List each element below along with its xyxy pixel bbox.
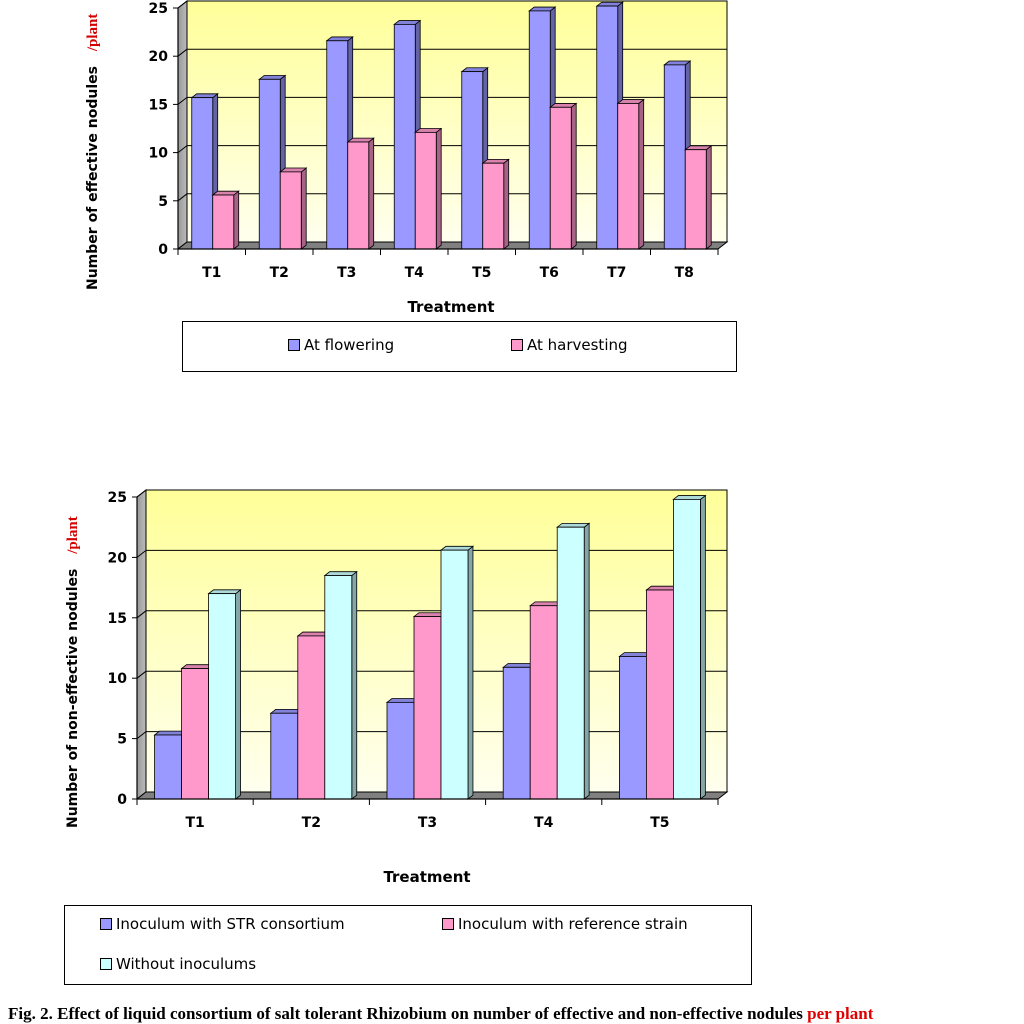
x-tick-label: T8: [675, 265, 694, 281]
figure-caption: Fig. 2. Effect of liquid consortium of s…: [8, 1004, 873, 1024]
bar: [323, 570, 358, 800]
legend-swatch-reference: [442, 917, 454, 930]
chart2-y-axis-label-unit: /plant: [65, 516, 81, 555]
bar: [414, 127, 443, 250]
side-wall: [177, 0, 188, 251]
legend-label-without: Without inoculums: [116, 955, 257, 973]
gridline-side: [136, 550, 147, 558]
x-tick-label: T1: [185, 815, 204, 831]
chart2-x-axis-label: Treatment: [383, 868, 470, 886]
chart1-y-axis-label-unit: /plant: [85, 14, 101, 53]
bar: [556, 522, 591, 800]
gridline-side: [136, 610, 147, 619]
gridline-side: [177, 145, 188, 153]
x-tick-label: T1: [202, 265, 221, 281]
y-tick-label: 15: [108, 611, 127, 627]
x-tick-label: T3: [337, 265, 356, 281]
y-tick-label: 0: [117, 792, 127, 808]
x-tick-label: T3: [418, 815, 437, 831]
legend-label-harvesting: At harvesting: [527, 336, 628, 354]
bar: [153, 730, 188, 800]
figure-caption-tail: per plant: [807, 1004, 874, 1023]
bar: [211, 190, 240, 250]
chart1-x-axis-label: Treatment: [407, 298, 494, 316]
x-tick-label: T6: [540, 265, 559, 281]
bar: [481, 158, 510, 250]
bar: [616, 98, 645, 250]
y-tick-label: 10: [149, 146, 169, 162]
legend-label-flowering: At flowering: [304, 336, 395, 354]
chart2-axes: 0 5 10 15 20 25 T1 T2 T3 T4 T5: [108, 490, 719, 831]
chart2-legend-item-reference: Inoculum with reference strain: [442, 915, 688, 933]
chart2-y-axis-label: Number of non-effective nodules /plant: [65, 516, 81, 828]
x-tick-label: T7: [607, 265, 626, 281]
y-tick-label: 25: [149, 1, 168, 17]
gridline-side: [177, 48, 188, 57]
gridline-side: [136, 731, 147, 739]
bar: [279, 167, 308, 250]
chart2-legend: Inoculum with STR consortium Inoculum wi…: [64, 905, 752, 985]
bar: [672, 494, 707, 800]
chart1-legend: At flowering At harvesting: [182, 321, 737, 372]
y-tick-label: 25: [108, 490, 127, 506]
chart2-legend-item-without: Without inoculums: [100, 955, 256, 973]
gridline-side: [177, 193, 188, 202]
chart1-y-axis-label-main: Number of effective nodules: [85, 66, 101, 290]
legend-label-str: Inoculum with STR consortium: [116, 915, 345, 933]
chart1-legend-item-harvesting: At harvesting: [511, 336, 628, 354]
bar: [439, 545, 475, 800]
x-tick-label: T5: [472, 265, 491, 281]
y-tick-label: 0: [158, 242, 168, 258]
legend-swatch-str: [100, 917, 112, 930]
legend-label-reference: Inoculum with reference strain: [458, 915, 688, 933]
legend-swatch-without: [100, 957, 112, 970]
bar: [207, 588, 242, 800]
y-tick-label: 5: [158, 194, 168, 210]
x-tick-label: T2: [270, 265, 289, 281]
x-tick-label: T4: [534, 815, 554, 831]
chart1-y-axis-label: Number of effective nodules /plant: [85, 14, 101, 290]
chart1-bars: [190, 1, 713, 250]
chart2-legend-item-str: Inoculum with STR consortium: [100, 915, 345, 933]
bar: [549, 102, 578, 250]
gridline-side: [177, 0, 188, 9]
y-tick-label: 20: [149, 49, 169, 65]
x-tick-label: T5: [650, 815, 669, 831]
chart1-legend-item-flowering: At flowering: [288, 336, 394, 354]
figure-caption-main: Fig. 2. Effect of liquid consortium of s…: [8, 1004, 803, 1023]
gridline-side: [136, 489, 147, 498]
y-tick-label: 15: [149, 97, 168, 113]
legend-swatch-harvesting: [511, 338, 523, 351]
gridline-side: [136, 670, 147, 679]
y-tick-label: 10: [108, 671, 128, 687]
legend-swatch-flowering: [288, 338, 300, 351]
chart2-bars: [153, 494, 707, 800]
x-tick-label: T4: [405, 265, 425, 281]
chart2-y-axis-label-main: Number of non-effective nodules: [65, 569, 81, 828]
y-tick-label: 20: [108, 550, 128, 566]
bar: [346, 137, 375, 250]
gridline-side: [177, 97, 188, 105]
x-tick-label: T2: [302, 815, 321, 831]
bar: [684, 145, 713, 250]
chart1-axes: 0 5 10 15 20 25 T1 T2 T3 T4 T5 T6 T7 T8: [149, 1, 719, 281]
side-wall: [136, 488, 147, 801]
y-tick-label: 5: [117, 732, 127, 748]
